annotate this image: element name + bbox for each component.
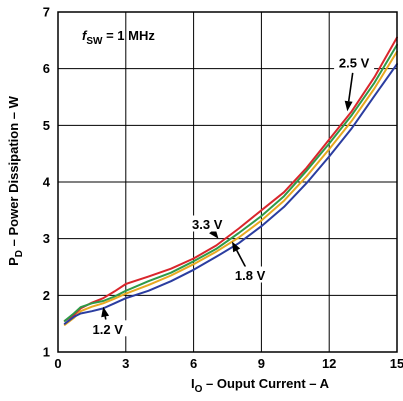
callout-label-2: 3.3 V bbox=[192, 217, 223, 232]
callout-line-3 bbox=[235, 249, 247, 268]
annotation-rest: = 1 MHz bbox=[102, 28, 155, 43]
annotation-sub: SW bbox=[86, 36, 103, 47]
y-tick-label: 4 bbox=[43, 175, 51, 190]
x-tick-label: 15 bbox=[390, 356, 403, 371]
y-axis-label-sub: D bbox=[14, 250, 25, 257]
y-tick-label: 3 bbox=[43, 231, 50, 246]
x-axis-label: IO – Ouput Current – A bbox=[191, 376, 330, 395]
x-axis-label-main: I bbox=[191, 376, 195, 391]
plot-frame bbox=[57, 11, 398, 353]
x-axis-label-sub: O bbox=[195, 384, 203, 395]
y-tick-label: 5 bbox=[43, 118, 50, 133]
x-axis-label-rest: – Ouput Current – A bbox=[202, 376, 329, 391]
callout-label-bg-2 bbox=[187, 215, 228, 232]
callout-arrowhead-3 bbox=[232, 241, 241, 253]
x-tick-label: 0 bbox=[54, 356, 61, 371]
y-tick-label: 6 bbox=[43, 61, 50, 76]
callout-line-1 bbox=[347, 72, 354, 102]
annotation-main: f bbox=[82, 28, 88, 43]
callout-label-bg-3 bbox=[230, 266, 271, 283]
series-line-2 bbox=[63, 43, 398, 322]
callout-line-4 bbox=[104, 316, 107, 320]
callout-layer: 2.5 V 3.3 V 1.8 V 1.2 V bbox=[87, 54, 375, 337]
x-tick-label: 6 bbox=[190, 356, 197, 371]
frequency-annotation: fSW = 1 MHz bbox=[82, 28, 155, 47]
y-tick-label: 1 bbox=[43, 345, 50, 360]
x-tick-label: 12 bbox=[322, 356, 336, 371]
callout-label-bg-4 bbox=[87, 320, 128, 337]
y-axis-label-main: P bbox=[6, 257, 21, 266]
callout-arrowhead-1 bbox=[344, 100, 353, 112]
callout-label-1: 2.5 V bbox=[339, 56, 370, 71]
series-line-4 bbox=[63, 63, 398, 325]
callout-label-3: 1.8 V bbox=[235, 268, 266, 283]
callout-arrowhead-4 bbox=[101, 306, 110, 318]
y-tick-label: 7 bbox=[43, 5, 50, 20]
x-tick-label: 9 bbox=[258, 356, 265, 371]
series-line-3 bbox=[63, 50, 398, 326]
y-tick-label: 2 bbox=[43, 288, 50, 303]
series-layer bbox=[63, 36, 398, 326]
callout-label-bg-1 bbox=[334, 54, 375, 70]
y-axis-label-rest: – Power Dissipation – W bbox=[6, 95, 21, 250]
callout-label-4: 1.2 V bbox=[93, 322, 124, 337]
x-tick-label: 3 bbox=[122, 356, 129, 371]
y-axis-label: PD – Power Dissipation – W bbox=[6, 95, 25, 266]
